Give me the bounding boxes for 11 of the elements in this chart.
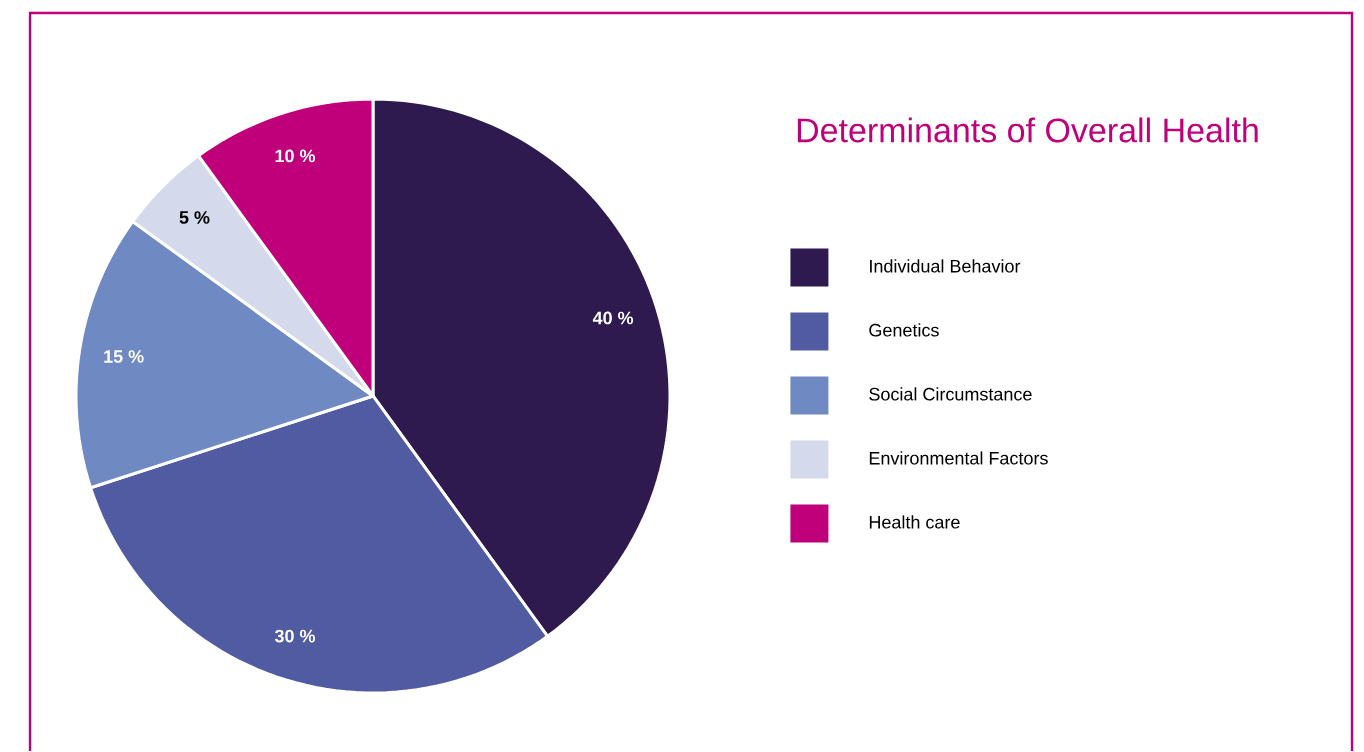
data-label: 15 % (104, 350, 144, 363)
chart-title: Determinants of Overall Health (797, 117, 1258, 143)
legend-label: Individual Behavior (870, 259, 1021, 273)
data-label: 10 % (275, 149, 316, 163)
legend-label: Environmental Factors (869, 451, 1048, 465)
legend-label: Genetics (869, 323, 939, 337)
legend-label: Social Circumstance (869, 387, 1032, 401)
data-label: 5 % (179, 211, 210, 224)
data-label: 40 % (592, 311, 634, 325)
legend-label: Health care (869, 515, 960, 529)
data-label: 30 % (274, 629, 316, 643)
